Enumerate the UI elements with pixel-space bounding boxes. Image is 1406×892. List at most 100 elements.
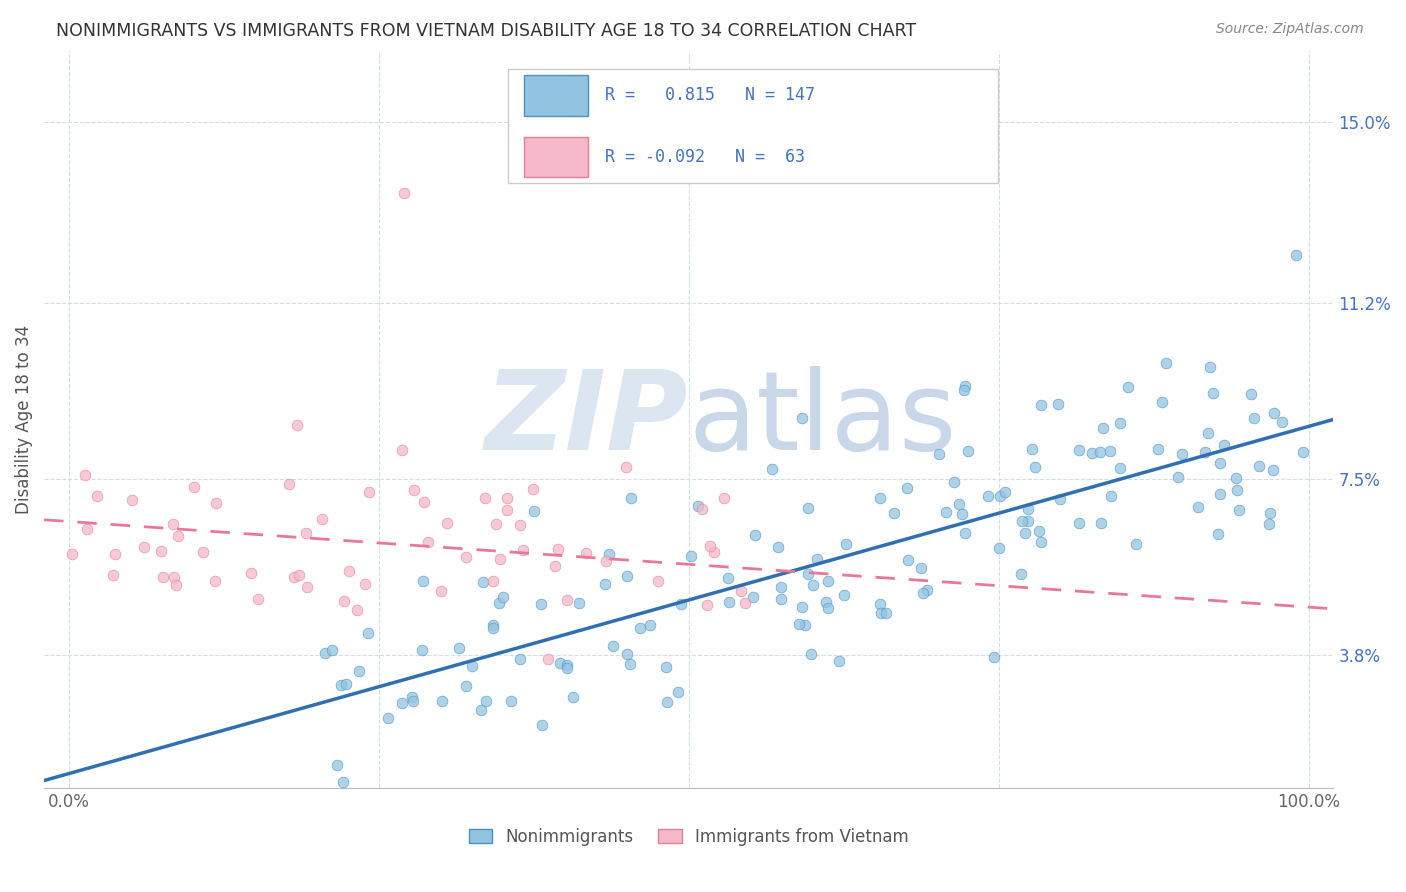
Point [834, 537, 856, 551]
Point [240, 566, 263, 580]
Point [482, 617, 505, 632]
Text: NONIMMIGRANTS VS IMMIGRANTS FROM VIETNAM DISABILITY AGE 18 TO 34 CORRELATION CHA: NONIMMIGRANTS VS IMMIGRANTS FROM VIETNAM… [56, 22, 917, 40]
Point [699, 539, 721, 553]
Point [717, 595, 740, 609]
Point [568, 596, 591, 610]
Point [1156, 356, 1178, 370]
Point [454, 680, 477, 694]
Point [346, 603, 368, 617]
Point [987, 541, 1010, 555]
Point [530, 717, 553, 731]
Point [152, 569, 174, 583]
Point [347, 664, 370, 678]
Point [488, 596, 510, 610]
Point [1028, 524, 1050, 538]
Point [1069, 516, 1091, 531]
Point [953, 526, 976, 541]
Point [1125, 536, 1147, 550]
Point [832, 588, 855, 602]
Point [703, 545, 725, 559]
Point [1271, 415, 1294, 429]
Point [766, 540, 789, 554]
Point [897, 553, 920, 567]
Point [402, 693, 425, 707]
Bar [523, 137, 588, 178]
Point [1011, 514, 1033, 528]
Point [1227, 502, 1250, 516]
Point [1049, 491, 1071, 506]
Point [537, 652, 560, 666]
Point [402, 483, 425, 497]
Point [575, 546, 598, 560]
Point [1263, 463, 1285, 477]
Point [1069, 442, 1091, 457]
Point [482, 574, 505, 589]
Point [1209, 456, 1232, 470]
Point [330, 678, 353, 692]
Point [1198, 360, 1220, 375]
Point [165, 578, 187, 592]
Point [86, 489, 108, 503]
Point [277, 476, 299, 491]
Point [401, 690, 423, 705]
Point [595, 554, 617, 568]
Point [332, 774, 354, 789]
Point [333, 594, 356, 608]
Point [134, 540, 156, 554]
Point [321, 643, 343, 657]
Point [915, 582, 938, 597]
Text: ZIP: ZIP [485, 366, 689, 473]
Point [1209, 487, 1232, 501]
Point [76, 522, 98, 536]
Point [657, 695, 679, 709]
Point [183, 480, 205, 494]
Point [121, 492, 143, 507]
Point [416, 535, 439, 549]
Point [943, 475, 966, 489]
Point [1292, 445, 1315, 459]
Point [896, 482, 918, 496]
Point [475, 694, 498, 708]
Point [295, 581, 318, 595]
Point [990, 489, 1012, 503]
Point [875, 606, 897, 620]
FancyBboxPatch shape [508, 69, 998, 184]
Point [60, 547, 83, 561]
Point [681, 549, 703, 563]
Point [377, 711, 399, 725]
Point [713, 491, 735, 506]
Point [205, 496, 228, 510]
Point [474, 491, 496, 505]
Point [793, 618, 815, 632]
Point [163, 570, 186, 584]
Y-axis label: Disability Age 18 to 34: Disability Age 18 to 34 [15, 325, 32, 514]
Point [412, 574, 434, 588]
Point [288, 568, 311, 582]
Text: Source: ZipAtlas.com: Source: ZipAtlas.com [1216, 22, 1364, 37]
Point [671, 597, 693, 611]
Point [797, 566, 820, 581]
Point [1208, 527, 1230, 541]
Point [512, 542, 534, 557]
Point [616, 647, 638, 661]
Point [509, 652, 531, 666]
Point [956, 443, 979, 458]
Point [562, 690, 585, 704]
Point [492, 590, 515, 604]
Bar [523, 75, 588, 116]
Point [523, 504, 546, 518]
Text: R =   0.815   N = 147: R = 0.815 N = 147 [605, 87, 815, 104]
Point [314, 646, 336, 660]
Point [1213, 438, 1236, 452]
Point [1021, 442, 1043, 457]
Point [191, 545, 214, 559]
Point [547, 541, 569, 556]
Point [1029, 397, 1052, 411]
Point [454, 549, 477, 564]
Point [696, 598, 718, 612]
Point [628, 621, 651, 635]
Point [489, 551, 512, 566]
Point [1010, 567, 1032, 582]
Point [1147, 442, 1170, 457]
Point [391, 442, 413, 457]
